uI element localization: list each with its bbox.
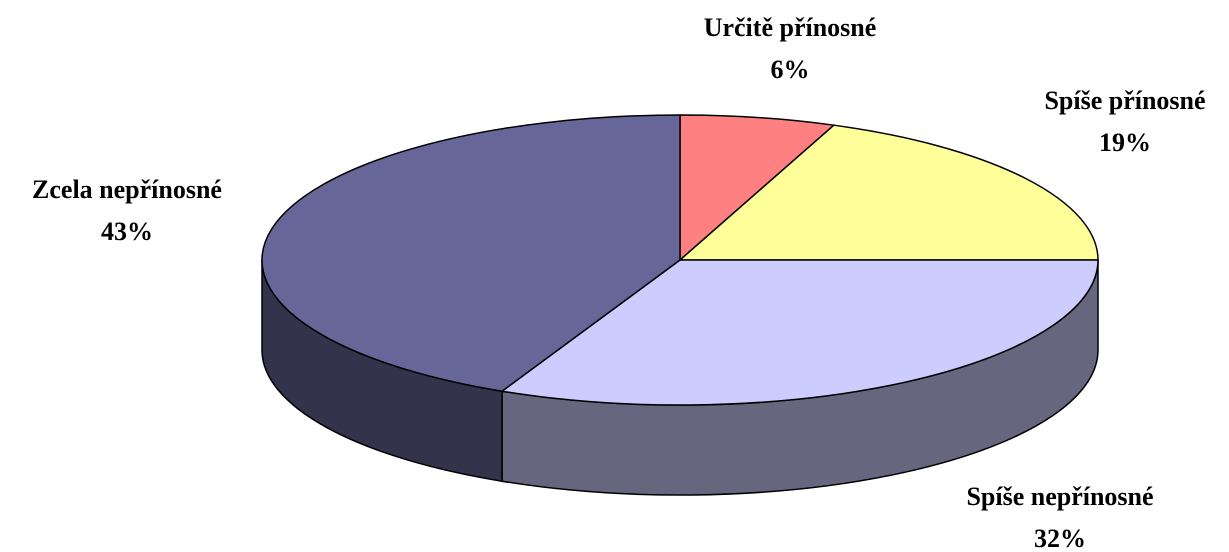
slice-label: Zcela nepřínosné [32, 175, 222, 204]
slice-label: Spíše nepřínosné [966, 482, 1153, 511]
slice [678, 124, 1099, 261]
slice-value-label: 19% [1099, 128, 1151, 157]
slice-label: Spíše přínosné [1044, 86, 1205, 115]
slice [500, 259, 1099, 406]
slice-value-label: 6% [771, 55, 810, 84]
slice [261, 114, 681, 392]
slice-label: Určitě přínosné [704, 13, 877, 42]
slice-value-label: 32% [1034, 524, 1086, 552]
slice [679, 114, 836, 262]
slice-value-label: 43% [101, 217, 153, 246]
